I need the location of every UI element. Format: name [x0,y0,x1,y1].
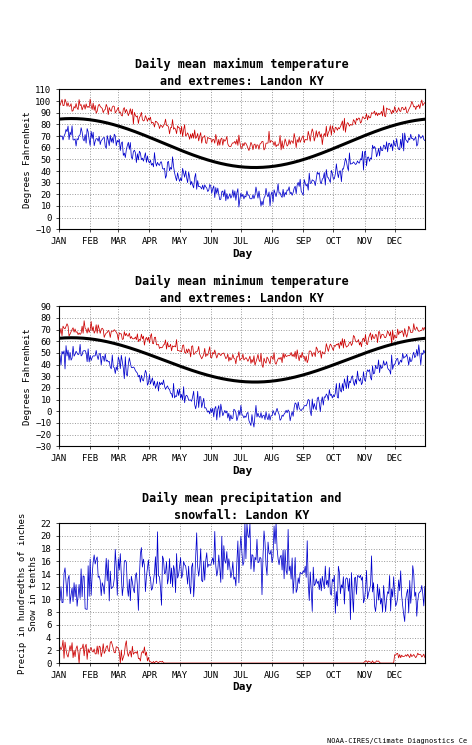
X-axis label: Day: Day [232,682,252,692]
Text: NOAA-CIRES/Climate Diagnostics Ce: NOAA-CIRES/Climate Diagnostics Ce [327,738,467,744]
Title: Daily mean maximum temperature
and extremes: Landon KY: Daily mean maximum temperature and extre… [135,58,349,88]
Y-axis label: Degrees Fahrenheit: Degrees Fahrenheit [24,328,33,425]
X-axis label: Day: Day [232,466,252,475]
Y-axis label: Degrees Fahrenheit: Degrees Fahrenheit [24,111,33,208]
X-axis label: Day: Day [232,249,252,259]
Title: Daily mean precipitation and
snowfall: Landon KY: Daily mean precipitation and snowfall: L… [142,492,342,522]
Y-axis label: Precip in hundredths of inches
Snow in tenths: Precip in hundredths of inches Snow in t… [18,513,38,673]
Title: Daily mean minimum temperature
and extremes: Landon KY: Daily mean minimum temperature and extre… [135,275,349,305]
